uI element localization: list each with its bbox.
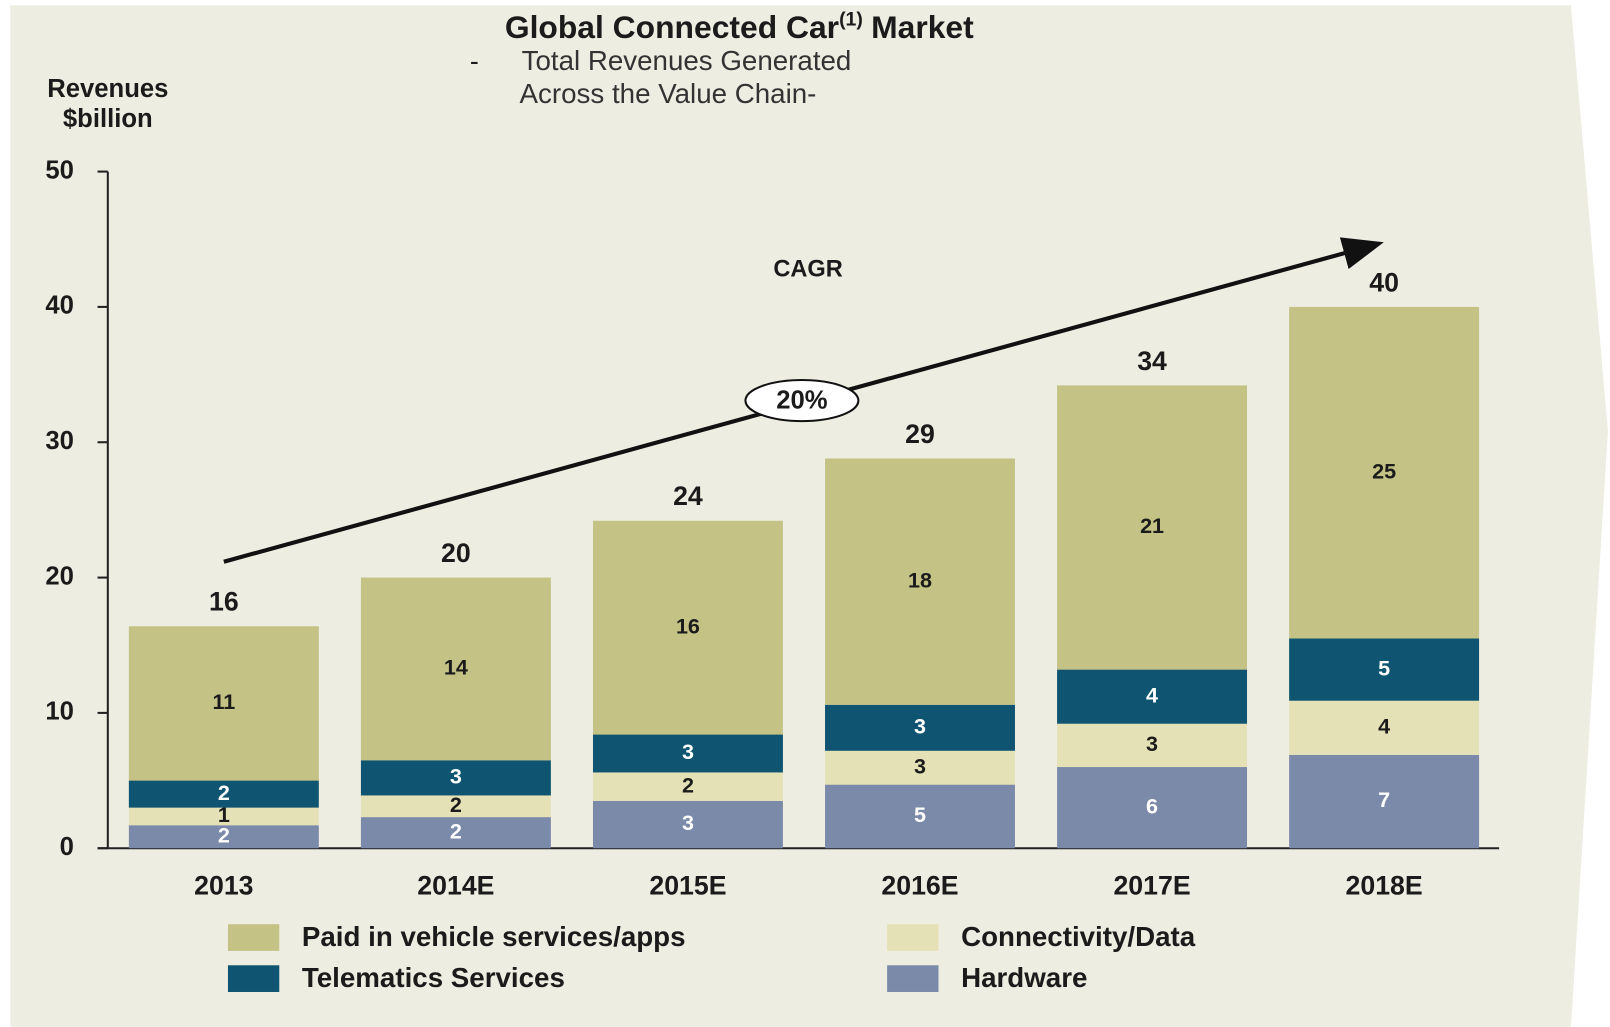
value-label: 16 <box>676 613 700 638</box>
value-label: 6 <box>1146 793 1158 818</box>
value-label: 7 <box>1378 787 1390 812</box>
value-label: 2 <box>450 818 462 843</box>
bar-segment <box>128 780 319 808</box>
y-tick-label: 0 <box>60 833 74 861</box>
bar-segment <box>825 704 1015 751</box>
bar-segment <box>1289 754 1480 849</box>
value-label: 2 <box>682 772 694 797</box>
y-tick-label: 10 <box>45 698 74 726</box>
x-tick-label: 2017E <box>1113 870 1190 900</box>
title-suffix: Market <box>871 9 974 45</box>
legend-swatch <box>227 924 280 951</box>
legend-label: Telematics Services <box>302 962 565 993</box>
x-tick-label: 2013 <box>194 870 253 900</box>
chart-title: Global Connected Car(1) Market <box>505 9 974 45</box>
bar-segment <box>1057 723 1248 768</box>
value-label: 4 <box>1378 713 1390 738</box>
value-label: 3 <box>914 713 926 738</box>
legend-label: Hardware <box>961 962 1087 993</box>
bar-segment <box>1057 385 1248 670</box>
bar-segment <box>592 734 783 773</box>
y-axis-label: Revenues <box>47 75 168 103</box>
bar-segment <box>1289 638 1480 701</box>
y-tick-label: 30 <box>45 427 74 455</box>
bar-segment <box>1057 767 1248 849</box>
value-label: 21 <box>1140 513 1164 538</box>
value-label: 18 <box>908 567 932 592</box>
bar-segment <box>1289 700 1480 755</box>
bar-segment <box>128 807 319 826</box>
total-label: 34 <box>1137 346 1167 376</box>
legend-label: Paid in vehicle services/apps <box>302 921 686 952</box>
subtitle-line: Across the Value Chain- <box>520 78 817 109</box>
x-tick-label: 2018E <box>1346 870 1423 900</box>
total-label: 16 <box>209 587 239 617</box>
bar-segment <box>825 458 1015 705</box>
bar-segment <box>825 750 1015 785</box>
legend-label: Connectivity/Data <box>961 921 1196 952</box>
x-tick-label: 2014E <box>417 870 494 900</box>
cagr-label: CAGR <box>773 256 843 282</box>
cagr-ellipse <box>744 378 860 423</box>
bar-segment <box>592 772 783 801</box>
bar-segment <box>592 520 783 735</box>
value-label: 3 <box>450 764 462 789</box>
bar-segment <box>128 825 319 849</box>
cagr-value: 20% <box>776 386 828 414</box>
value-label: 5 <box>1378 655 1390 680</box>
total-label: 24 <box>673 481 703 511</box>
bar-segment <box>360 817 551 849</box>
value-label: 2 <box>218 822 230 847</box>
value-label: 5 <box>914 802 926 827</box>
value-label: 2 <box>450 792 462 817</box>
value-label: 25 <box>1372 458 1396 483</box>
total-label: 20 <box>441 538 471 568</box>
legend-swatch <box>887 924 939 951</box>
subtitle-line: Total Revenues Generated <box>522 45 852 76</box>
value-label: 14 <box>444 655 468 680</box>
title-superscript: (1) <box>839 9 863 31</box>
bar-segment <box>1057 669 1248 724</box>
value-label: 11 <box>212 689 235 714</box>
total-label: 29 <box>905 419 935 449</box>
title-text: Global Connected Car <box>505 9 839 45</box>
legend-swatch <box>887 965 939 992</box>
bar-segment <box>360 577 551 761</box>
value-label: 1 <box>218 802 230 827</box>
value-label: 3 <box>914 753 926 778</box>
legend-swatch <box>227 965 280 992</box>
bar-segment <box>825 784 1015 849</box>
y-tick-label: 40 <box>45 292 74 320</box>
value-label: 3 <box>682 810 694 835</box>
value-label: 2 <box>218 780 230 805</box>
bar-segment <box>360 795 551 818</box>
y-tick-label: 20 <box>45 562 74 590</box>
y-axis-label: $billion <box>63 105 153 133</box>
value-label: 3 <box>1146 731 1158 756</box>
bar-segment <box>128 626 319 781</box>
value-label: 3 <box>682 739 694 764</box>
x-tick-label: 2016E <box>881 870 958 900</box>
subtitle-dash: - <box>470 46 479 76</box>
bar-segment <box>360 760 551 796</box>
bar-segment <box>1289 306 1480 639</box>
x-tick-label: 2015E <box>649 870 726 900</box>
value-label: 4 <box>1146 682 1158 707</box>
y-tick-label: 50 <box>45 156 74 184</box>
bar-segment <box>592 800 783 849</box>
total-label: 40 <box>1369 267 1399 297</box>
